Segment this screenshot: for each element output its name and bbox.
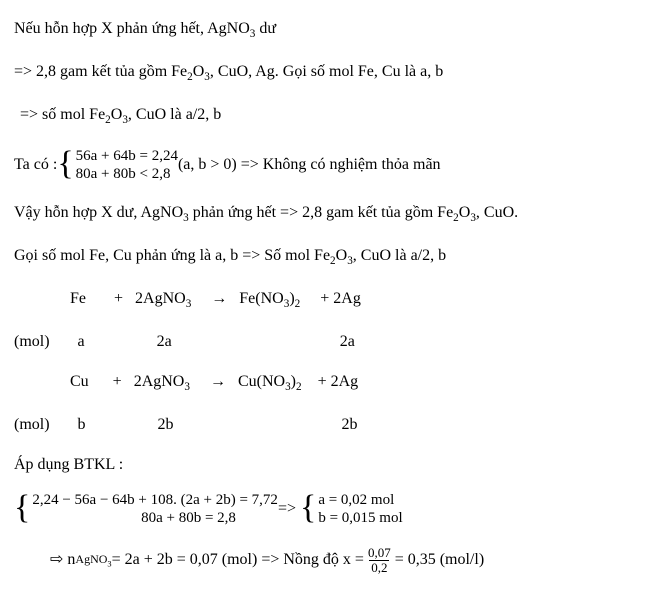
text: phản ứng hết => 2,8 gam kết tủa gồm Fe	[189, 204, 453, 221]
brace-system-right: { a = 0,02 mol b = 0,015 mol	[300, 491, 403, 529]
text: dư	[255, 20, 276, 37]
label-taco: Ta có :	[14, 154, 57, 176]
text: ⇨ n	[50, 549, 75, 571]
system-lines: a = 0,02 mol b = 0,015 mol	[318, 491, 402, 529]
text: => số mol Fe	[20, 106, 105, 123]
left-brace-icon: {	[57, 147, 73, 181]
text: O	[111, 106, 123, 123]
text: , CuO.	[476, 204, 518, 221]
reaction-2-mol: (mol) b 2b 2b	[14, 414, 655, 436]
text: , CuO, Ag. Gọi số mol Fe, Cu là a, b	[210, 63, 443, 80]
paragraph-6: Gọi số mol Fe, Cu phản ứng là a, b => Số…	[14, 245, 655, 270]
paragraph-1: Nếu hỗn hợp X phản ứng hết, AgNO3 dư	[14, 18, 655, 43]
sys-line: 80a + 80b = 2,8	[32, 509, 278, 528]
sys-condition: (a, b > 0) => Không có nghiệm thỏa mãn	[178, 154, 441, 176]
arrow: =>	[278, 498, 296, 520]
system-lines: 2,24 − 56a − 64b + 108. (2a + 2b) = 7,72…	[32, 491, 278, 529]
text: = 0,35 (mol/l)	[395, 549, 484, 571]
text: Nếu hỗn hợp X phản ứng hết, AgNO	[14, 20, 250, 37]
brace-system: { 56a + 64b = 2,24 80a + 80b < 2,8	[57, 147, 178, 185]
paragraph-3: => số mol Fe2O3, CuO là a/2, b	[14, 104, 655, 129]
text: O	[459, 204, 471, 221]
paragraph-2: => 2,8 gam kết tủa gồm Fe2O3, CuO, Ag. G…	[14, 61, 655, 86]
text: O	[193, 63, 205, 80]
text: , CuO là a/2, b	[128, 106, 221, 123]
left-brace-icon: {	[14, 491, 30, 525]
sys-line: 56a + 64b = 2,24	[76, 147, 178, 166]
numerator: 0,07	[366, 546, 393, 560]
paragraph-5: Vậy hỗn hợp X dư, AgNO3 phản ứng hết => …	[14, 202, 655, 227]
sub-formula: AgNO3	[75, 551, 111, 570]
btkl-label: Áp dụng BTKL :	[14, 454, 655, 476]
brace-system-left: { 2,24 − 56a − 64b + 108. (2a + 2b) = 7,…	[14, 491, 278, 529]
sys-line: a = 0,02 mol	[318, 491, 402, 510]
sys-line: b = 0,015 mol	[318, 509, 402, 528]
text: , CuO là a/2, b	[353, 247, 446, 264]
text: Gọi số mol Fe, Cu phản ứng là a, b => Số…	[14, 247, 330, 264]
reaction-1: Fe + 2AgNO3 → Fe(NO3)2 + 2Ag	[14, 288, 655, 313]
final-line: ⇨ nAgNO3 = 2a + 2b = 0,07 (mol) => Nồng …	[14, 546, 655, 574]
system-1-row: Ta có : { 56a + 64b = 2,24 80a + 80b < 2…	[14, 147, 655, 185]
text: => 2,8 gam kết tủa gồm Fe	[14, 63, 187, 80]
system-2-row: { 2,24 − 56a − 64b + 108. (2a + 2b) = 7,…	[14, 491, 655, 529]
sys-line: 80a + 80b < 2,8	[76, 165, 178, 184]
mol-text: (mol) b 2b 2b	[14, 414, 358, 436]
system-lines: 56a + 64b = 2,24 80a + 80b < 2,8	[76, 147, 178, 185]
reaction-text: Cu + 2AgNO3 → Cu(NO3)2 + 2Ag	[14, 371, 358, 396]
reaction-1-mol: (mol) a 2a 2a	[14, 331, 655, 353]
reaction-2: Cu + 2AgNO3 → Cu(NO3)2 + 2Ag	[14, 371, 655, 396]
text: O	[336, 247, 348, 264]
text: = 2a + 2b = 0,07 (mol) => Nồng độ x =	[112, 549, 364, 571]
denominator: 0,2	[369, 560, 389, 575]
sys-line: 2,24 − 56a − 64b + 108. (2a + 2b) = 7,72	[32, 491, 278, 510]
mol-text: (mol) a 2a 2a	[14, 331, 355, 353]
left-brace-icon: {	[300, 491, 316, 525]
fraction: 0,07 0,2	[366, 546, 393, 574]
text: Vậy hỗn hợp X dư, AgNO	[14, 204, 183, 221]
reaction-text: Fe + 2AgNO3 → Fe(NO3)2 + 2Ag	[14, 288, 361, 313]
